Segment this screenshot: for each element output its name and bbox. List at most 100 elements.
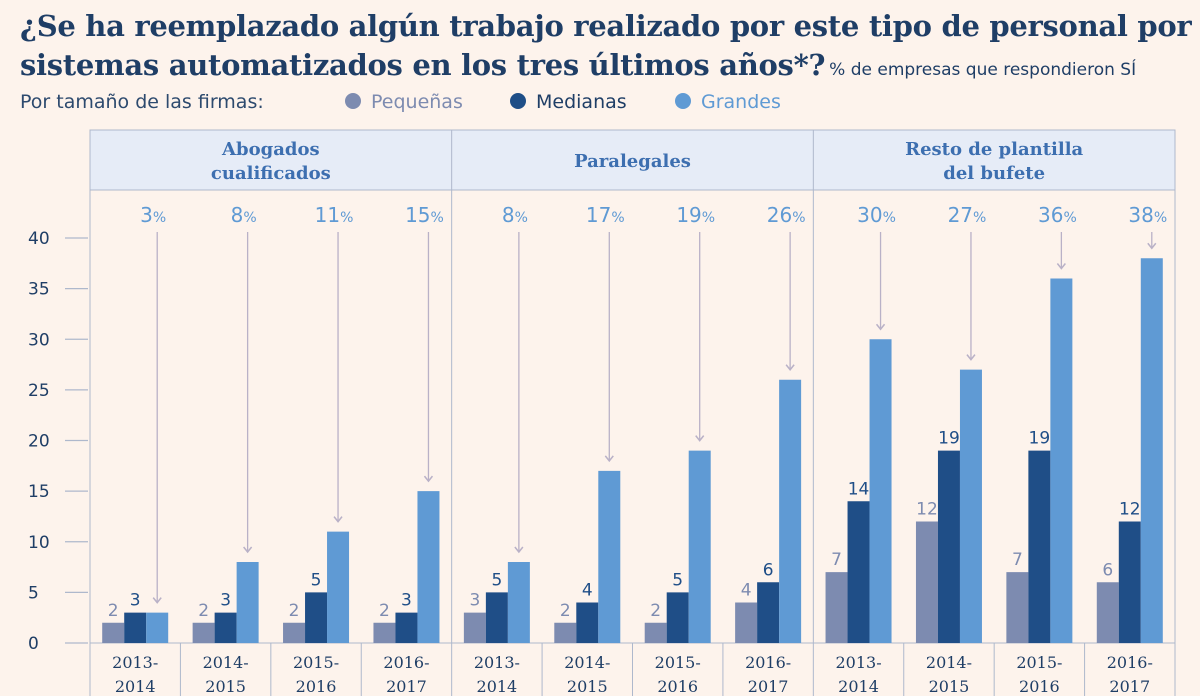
bar-pequenas (1006, 572, 1029, 643)
bar-grandes (146, 612, 169, 643)
top-percent-sign: % (1154, 210, 1167, 226)
data-label-medianas: 5 (311, 570, 322, 590)
bar-medianas (124, 612, 147, 643)
x-tick-label: 2013- (112, 653, 158, 672)
bar-pequenas (915, 521, 938, 643)
chart-title-line-2: sistemas automatizados en los tres últim… (20, 48, 1136, 82)
top-percent-label: 27% (948, 203, 987, 227)
pointer-arrowhead (152, 597, 162, 604)
x-tick-label: 2015 (567, 677, 608, 696)
x-tick-label: 2014- (564, 653, 610, 672)
data-label-pequenas: 12 (916, 500, 938, 520)
top-percent-label: 19% (676, 203, 715, 227)
bar-medianas (1118, 521, 1141, 643)
top-percent-sign: % (973, 210, 986, 226)
data-label-pequenas: 6 (1102, 560, 1113, 580)
group-label: cualificados (211, 163, 331, 184)
bar-grandes (236, 562, 259, 643)
top-percent-label: 17% (586, 203, 625, 227)
legend-item-pequenas: Pequeñas (345, 91, 463, 113)
top-percent-sign: % (883, 210, 896, 226)
top-percent-sign: % (702, 210, 715, 226)
data-label-pequenas: 7 (831, 550, 842, 570)
bar-medianas (757, 582, 780, 643)
legend: Por tamaño de las firmas: Pequeñas Media… (20, 91, 781, 113)
pointer-arrowhead (875, 323, 886, 331)
y-tick-label: 30 (28, 330, 50, 350)
top-percent-label: 11% (315, 203, 354, 227)
top-percent-value: 15 (405, 203, 430, 227)
bar-pequenas (102, 622, 125, 643)
top-percent-value: 30 (857, 203, 882, 227)
data-label-medianas: 5 (672, 570, 683, 590)
y-tick-label: 40 (28, 229, 50, 249)
x-tick-label: 2015 (929, 677, 970, 696)
y-tick-label: 5 (28, 583, 39, 603)
top-percent-value: 19 (676, 203, 701, 227)
bar-grandes (327, 531, 350, 643)
bar-grandes (598, 470, 621, 643)
x-tick-label: 2014 (477, 677, 518, 696)
top-percent-sign: % (431, 210, 444, 226)
legend-dot-grandes (675, 93, 691, 109)
top-percent-label: 36% (1038, 203, 1077, 227)
data-label-pequenas: 2 (108, 601, 119, 621)
bar-medianas (847, 501, 870, 643)
x-tick-label: 2015- (655, 653, 701, 672)
x-tick-label: 2013- (835, 653, 881, 672)
top-percent-label: 8% (231, 203, 257, 227)
y-tick-label: 10 (28, 533, 50, 553)
bar-pequenas (644, 622, 667, 643)
legend-label-grandes: Grandes (701, 91, 781, 113)
top-percent-label: 38% (1128, 203, 1167, 227)
bar-pequenas (283, 622, 306, 643)
data-label-medianas: 3 (220, 591, 231, 611)
top-percent-label: 3% (140, 203, 166, 227)
pointer-arrowhead (785, 364, 795, 371)
chart-title-line-1: ¿Se ha reemplazado algún trabajo realiza… (20, 9, 1192, 43)
x-tick-label: 2016 (657, 677, 698, 696)
bar-grandes (779, 379, 802, 643)
data-label-pequenas: 2 (289, 601, 300, 621)
y-tick-label: 20 (28, 432, 50, 452)
chart-subtitle: % de empresas que respondieron SÍ (829, 60, 1137, 80)
legend-label: Por tamaño de las firmas: (20, 91, 264, 113)
bar-grandes (688, 450, 711, 643)
chart-title-text: sistemas automatizados en los tres últim… (20, 48, 826, 82)
x-tick-label: 2016 (1019, 677, 1060, 696)
x-tick-label: 2015- (1016, 653, 1062, 672)
bar-grandes (1050, 278, 1073, 643)
x-tick-label: 2015- (293, 653, 339, 672)
group-label: del bufete (943, 163, 1045, 184)
bar-pequenas (735, 602, 758, 643)
bar-medianas (1028, 450, 1051, 643)
data-label-medianas: 3 (130, 591, 141, 611)
data-label-pequenas: 2 (198, 601, 209, 621)
x-tick-label: 2014- (203, 653, 249, 672)
data-label-medianas: 5 (491, 570, 502, 590)
pointer-arrowhead (1056, 263, 1066, 270)
x-tick-label: 2013- (474, 653, 520, 672)
pointer-arrowhead (966, 354, 976, 361)
x-tick-label: 2016- (745, 653, 791, 672)
data-label-pequenas: 2 (650, 601, 661, 621)
x-tick-label: 2017 (386, 677, 427, 696)
y-tick-label: 35 (28, 280, 50, 300)
top-percent-sign: % (340, 210, 353, 226)
legend-dot-medianas (510, 93, 526, 109)
top-percent-value: 11 (315, 203, 340, 227)
top-percent-label: 30% (857, 203, 896, 227)
x-tick-label: 2016- (383, 653, 429, 672)
bar-medianas (576, 602, 599, 643)
top-percent-value: 3 (140, 203, 153, 227)
legend-item-medianas: Medianas (510, 91, 627, 113)
top-percent-value: 8 (502, 203, 515, 227)
top-percent-sign: % (153, 210, 166, 226)
group-label: Resto de plantilla (905, 139, 1083, 160)
top-percent-label: 26% (767, 203, 806, 227)
x-tick-label: 2016- (1107, 653, 1153, 672)
top-percent-value: 8 (231, 203, 244, 227)
data-label-medianas: 19 (1029, 429, 1051, 449)
pointer-arrowhead (695, 435, 705, 442)
